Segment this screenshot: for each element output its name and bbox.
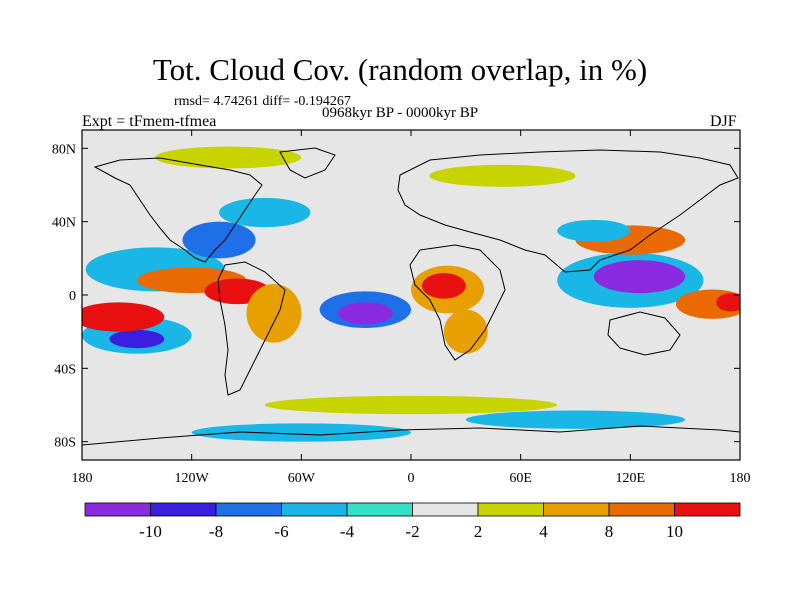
- anomaly-region: [82, 302, 165, 332]
- anomaly-region: [264, 395, 558, 415]
- colorbar-label: 4: [539, 522, 548, 541]
- anomaly-region: [716, 293, 740, 312]
- colorbar-label: -10: [139, 522, 162, 541]
- anomaly-region: [191, 423, 411, 442]
- longitude-axis: 180 120W 60W 0 60E 120E 180: [72, 130, 751, 486]
- season-label: DJF: [710, 113, 737, 130]
- anomaly-region: [219, 197, 311, 228]
- anomaly-region: [337, 302, 393, 325]
- coast-eurasia: [397, 149, 739, 273]
- y-tick-label: 80N: [52, 142, 76, 157]
- anomaly-region: [593, 260, 686, 294]
- x-tick-label: 60W: [288, 471, 316, 486]
- y-tick-label: 40N: [52, 216, 76, 231]
- colorbar-swatch: [84, 502, 151, 517]
- anomaly-region: [246, 284, 302, 343]
- colorbar-label: -4: [340, 522, 355, 541]
- anomaly-region: [557, 219, 631, 242]
- colorbar-label: 8: [605, 522, 614, 541]
- colorbar: -10 -8 -6 -4 -2 2 4 8 10: [84, 502, 741, 541]
- colorbar-swatch: [674, 502, 741, 517]
- coast-antarctica: [82, 425, 740, 446]
- colorbar-label: -6: [274, 522, 288, 541]
- colorbar-swatch: [543, 502, 610, 517]
- anomaly-region: [465, 410, 686, 429]
- x-tick-label: 0: [408, 471, 415, 486]
- coast-greenland: [279, 147, 336, 179]
- coast-north-america: [93, 157, 263, 263]
- x-tick-label: 60E: [509, 471, 532, 486]
- anomaly-region: [109, 329, 165, 349]
- colorbar-label: -8: [209, 522, 223, 541]
- colorbar-swatch: [150, 502, 217, 517]
- colorbar-swatch: [215, 502, 282, 517]
- anomaly-region: [443, 309, 488, 354]
- colorbar-swatch: [608, 502, 675, 517]
- y-tick-label: 40S: [54, 362, 76, 377]
- experiment-label: Expt = tFmem-tfmea: [82, 113, 217, 130]
- coast-south-america: [217, 261, 286, 396]
- coastlines: [82, 147, 740, 446]
- stats-line: rmsd= 4.74261 diff= -0.194267: [174, 94, 351, 109]
- x-tick-label: 180: [72, 471, 93, 486]
- coast-africa: [409, 244, 506, 361]
- x-tick-label: 120W: [175, 471, 210, 486]
- latitude-axis: 80N 40N 0 40S 80S: [52, 142, 740, 451]
- colorbar-label: 2: [474, 522, 483, 541]
- anomaly-field: [82, 146, 740, 442]
- colorbar-label: 10: [666, 522, 683, 541]
- anomaly-region: [155, 146, 302, 169]
- x-tick-label: 120E: [616, 471, 646, 486]
- x-tick-label: 180: [730, 471, 751, 486]
- colorbar-swatch: [346, 502, 413, 517]
- map-title: Tot. Cloud Cov. (random overlap, in %): [152, 52, 648, 87]
- colorbar-swatch: [412, 502, 479, 517]
- anomaly-region: [429, 164, 576, 187]
- colorbar-swatch: [477, 502, 544, 517]
- colorbar-swatch: [281, 502, 348, 517]
- period-line: 0968kyr BP - 0000kyr BP: [322, 105, 479, 121]
- y-tick-label: 0: [69, 289, 76, 304]
- anomaly-region: [182, 221, 256, 259]
- colorbar-label: -2: [405, 522, 419, 541]
- y-tick-label: 80S: [54, 436, 76, 451]
- coast-australia: [607, 311, 681, 356]
- anomaly-region: [421, 273, 466, 299]
